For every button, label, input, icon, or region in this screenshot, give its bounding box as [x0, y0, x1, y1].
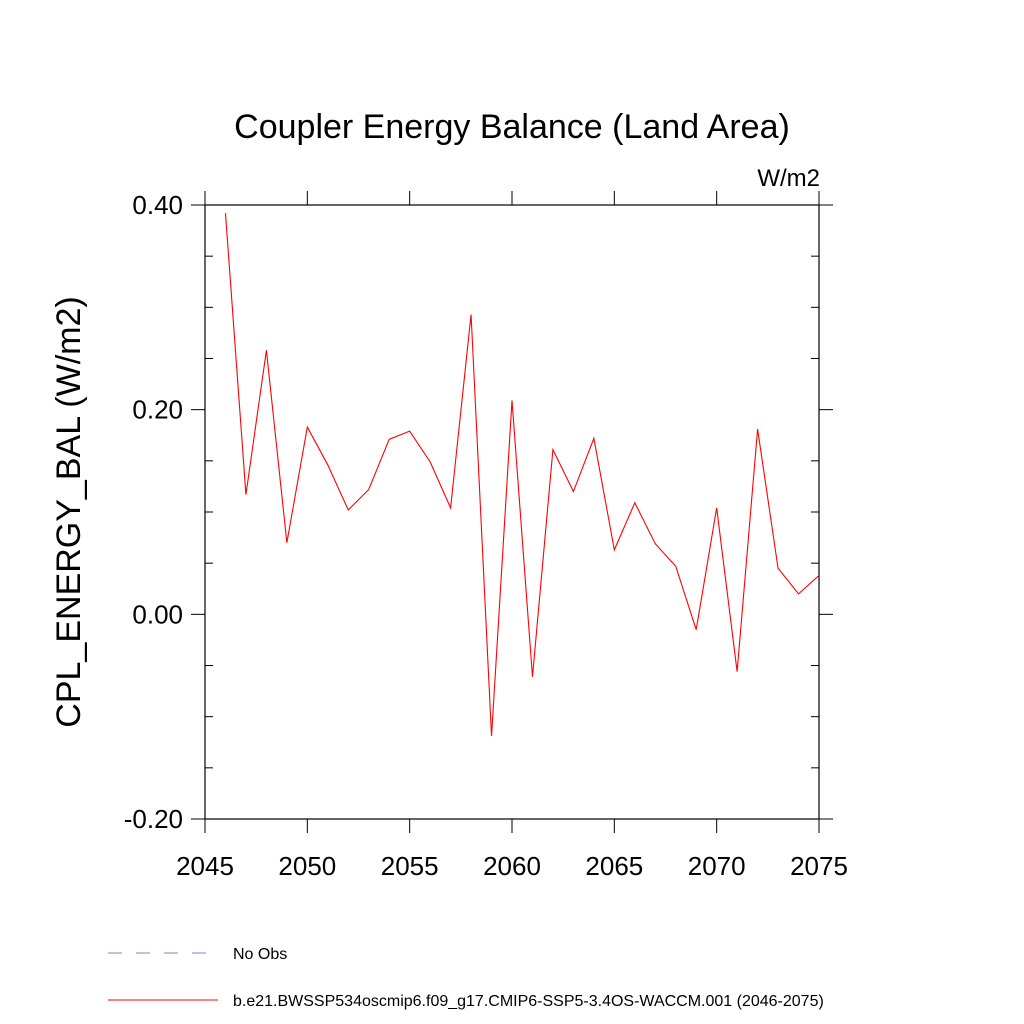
series-layer: [224, 213, 820, 737]
units-label: W/m2: [757, 165, 820, 192]
legend-label-no-obs: No Obs: [233, 946, 287, 963]
legend: No Obs b.e21.BWSSP534oscmip6.f09_g17.CMI…: [108, 946, 824, 1010]
y-tick-label: -0.20: [124, 804, 183, 834]
x-tick-label: 2045: [176, 851, 234, 881]
x-tick-label: 2065: [585, 851, 643, 881]
x-tick-label: 2070: [688, 851, 746, 881]
x-tick-label: 2060: [483, 851, 541, 881]
legend-label-model: b.e21.BWSSP534oscmip6.f09_g17.CMIP6-SSP5…: [233, 993, 824, 1010]
plot-frame: [204, 204, 820, 820]
y-axis-label: CPL_ENERGY_BAL (W/m2): [50, 296, 88, 727]
axis-ticks: [191, 191, 833, 833]
y-tick-label: 0.00: [132, 599, 183, 629]
series-line-0: [224, 213, 820, 737]
y-tick-label: 0.20: [132, 395, 183, 425]
axis-tick-labels: -0.20 0.00 0.20 0.40 2045 2050 2055 2060 2065 207…: [124, 190, 848, 881]
chart-title: Coupler Energy Balance (Land Area): [234, 108, 790, 146]
y-tick-label: 0.40: [132, 190, 183, 220]
x-tick-label: 2055: [381, 851, 439, 881]
x-tick-label: 2050: [278, 851, 336, 881]
x-tick-label: 2075: [790, 851, 848, 881]
